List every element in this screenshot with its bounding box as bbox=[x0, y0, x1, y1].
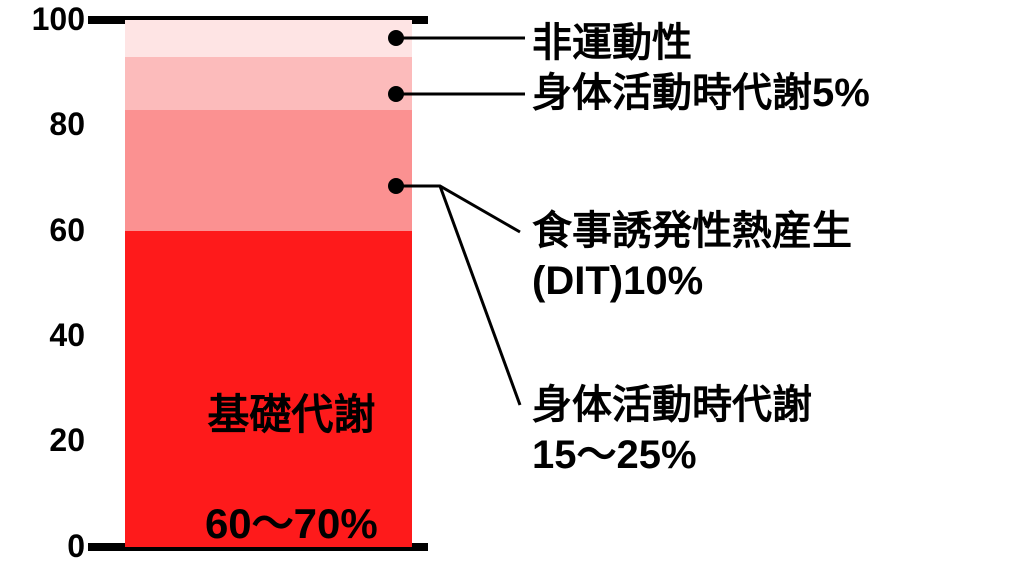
basal-label-line2: 60〜70% bbox=[205, 500, 378, 547]
axis-tick-0: 0 bbox=[15, 528, 85, 565]
axis-tick-40: 40 bbox=[15, 317, 85, 354]
basal-label-line1: 基礎代謝 bbox=[207, 391, 375, 438]
basal-metabolism-label: 基礎代謝 60〜70% bbox=[68, 333, 468, 576]
legend-neat-line2: 身体活動時代謝5% bbox=[532, 71, 870, 115]
legend-pa-line2: 15〜25% bbox=[532, 433, 697, 477]
legend-neat: 非運動性身体活動時代謝5% bbox=[532, 18, 870, 118]
legend-dit-line2: (DIT)10% bbox=[532, 259, 703, 303]
dot-neat bbox=[388, 30, 404, 46]
legend-pa-line1: 身体活動時代謝 bbox=[532, 383, 812, 427]
segment-physical-activity bbox=[125, 110, 412, 231]
segment-dit bbox=[125, 57, 412, 110]
segment-neat bbox=[125, 20, 412, 57]
axis-tick-80: 80 bbox=[15, 106, 85, 143]
leader-line bbox=[396, 186, 520, 232]
dot-pa bbox=[388, 178, 404, 194]
axis-tick-100: 100 bbox=[15, 1, 85, 38]
axis-tick-60: 60 bbox=[15, 212, 85, 249]
legend-dit-line1: 食事誘発性熱産生 bbox=[532, 209, 852, 253]
axis-tick-20: 20 bbox=[15, 422, 85, 459]
chart-stage: 基礎代謝 60〜70% 0 20 40 60 80 100 非運動性身体活動時代謝5% 食事誘… bbox=[0, 0, 1024, 576]
legend-neat-line1: 非運動性 bbox=[532, 21, 692, 65]
dot-dit bbox=[388, 86, 404, 102]
legend-pa: 身体活動時代謝 15〜25% bbox=[532, 380, 812, 480]
legend-dit: 食事誘発性熱産生 (DIT)10% bbox=[532, 206, 852, 306]
